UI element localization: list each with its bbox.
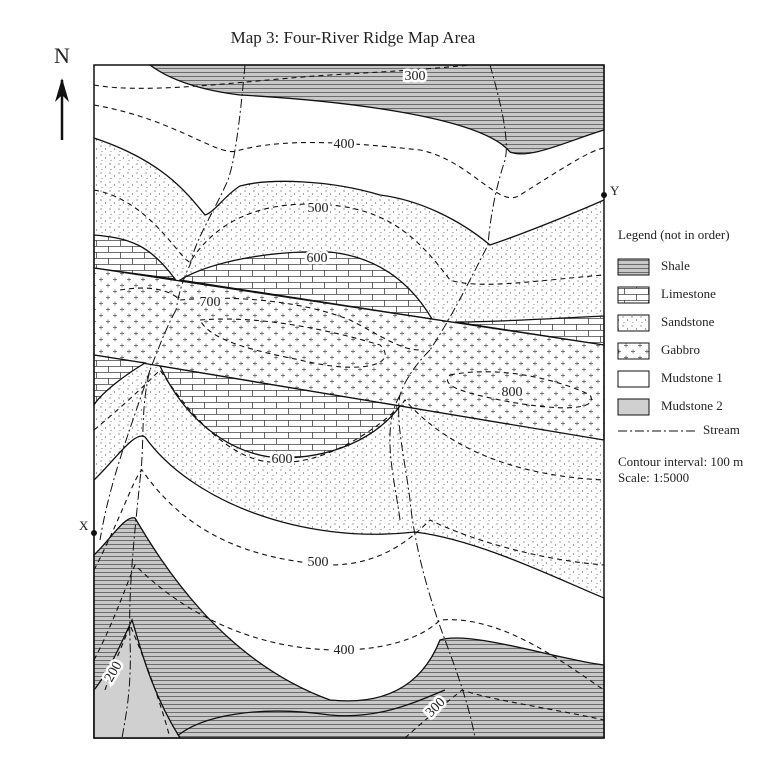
contour-label: 400 [334,643,355,658]
contour-line [119,287,421,351]
point-y [601,192,607,198]
contour-label: 600 [307,251,328,266]
north-arrow: N [54,43,70,140]
contour-label: 500 [308,555,329,570]
point-x-label: X [79,518,89,533]
mudstone2-bottom [93,618,182,739]
shale-top [148,64,605,155]
contour-line [404,689,605,739]
contour-label: 800 [502,385,523,400]
legend-label: Sandstone [661,314,715,329]
north-label: N [54,43,70,68]
legend-swatch [617,370,650,388]
legend-label: Shale [661,258,690,273]
stream [175,64,246,311]
contour-line [93,104,605,199]
contour-label: 500 [308,201,329,216]
stream [389,394,401,521]
contour-line [447,371,593,409]
contact-line [174,689,446,739]
contour-line [93,369,605,481]
legend-swatch [617,314,650,332]
legend-label: Limestone [661,286,716,301]
legend-swatch [617,286,650,304]
legend-label: Stream [703,422,740,437]
contour-line [93,564,605,691]
arrow-head [55,78,69,102]
limestone-left [93,234,177,280]
map-title: Map 3: Four-River Ridge Map Area [231,28,476,47]
limestone-lower-middle [158,365,402,459]
legend-swatch [617,398,650,416]
legend-label: Gabbro [661,342,700,357]
legend-title: Legend (not in order) [618,227,730,242]
contour-line [93,469,605,571]
point-y-label: Y [610,183,620,198]
legend-label: Mudstone 1 [661,370,723,385]
contour-line [93,189,605,285]
map-frame [93,64,605,739]
point-x [91,530,97,536]
note: Scale: 1:5000 [618,470,689,485]
stream [99,369,151,541]
map: 300 400 500 600 700 800 600 500 400 200 … [79,64,620,739]
contour-label: 600 [272,452,293,467]
contour-label: 700 [200,295,221,310]
legend-swatch [617,258,650,276]
shale-bottom [93,517,605,739]
contour-line [93,64,471,89]
contact-line [93,137,605,246]
contour-label: 400 [334,137,355,152]
limestone-middle [178,251,434,320]
stream [121,309,177,739]
legend-label: Mudstone 2 [661,398,723,413]
contour-label: 300 [405,69,426,84]
legend: Legend (not in order) Shale Limestone Sa… [617,227,743,485]
legend-swatch [617,342,650,360]
stream [429,64,507,351]
contour-line [104,623,171,739]
note: Contour interval: 100 m [618,454,743,469]
stream [398,349,476,739]
contour-line [199,318,386,368]
